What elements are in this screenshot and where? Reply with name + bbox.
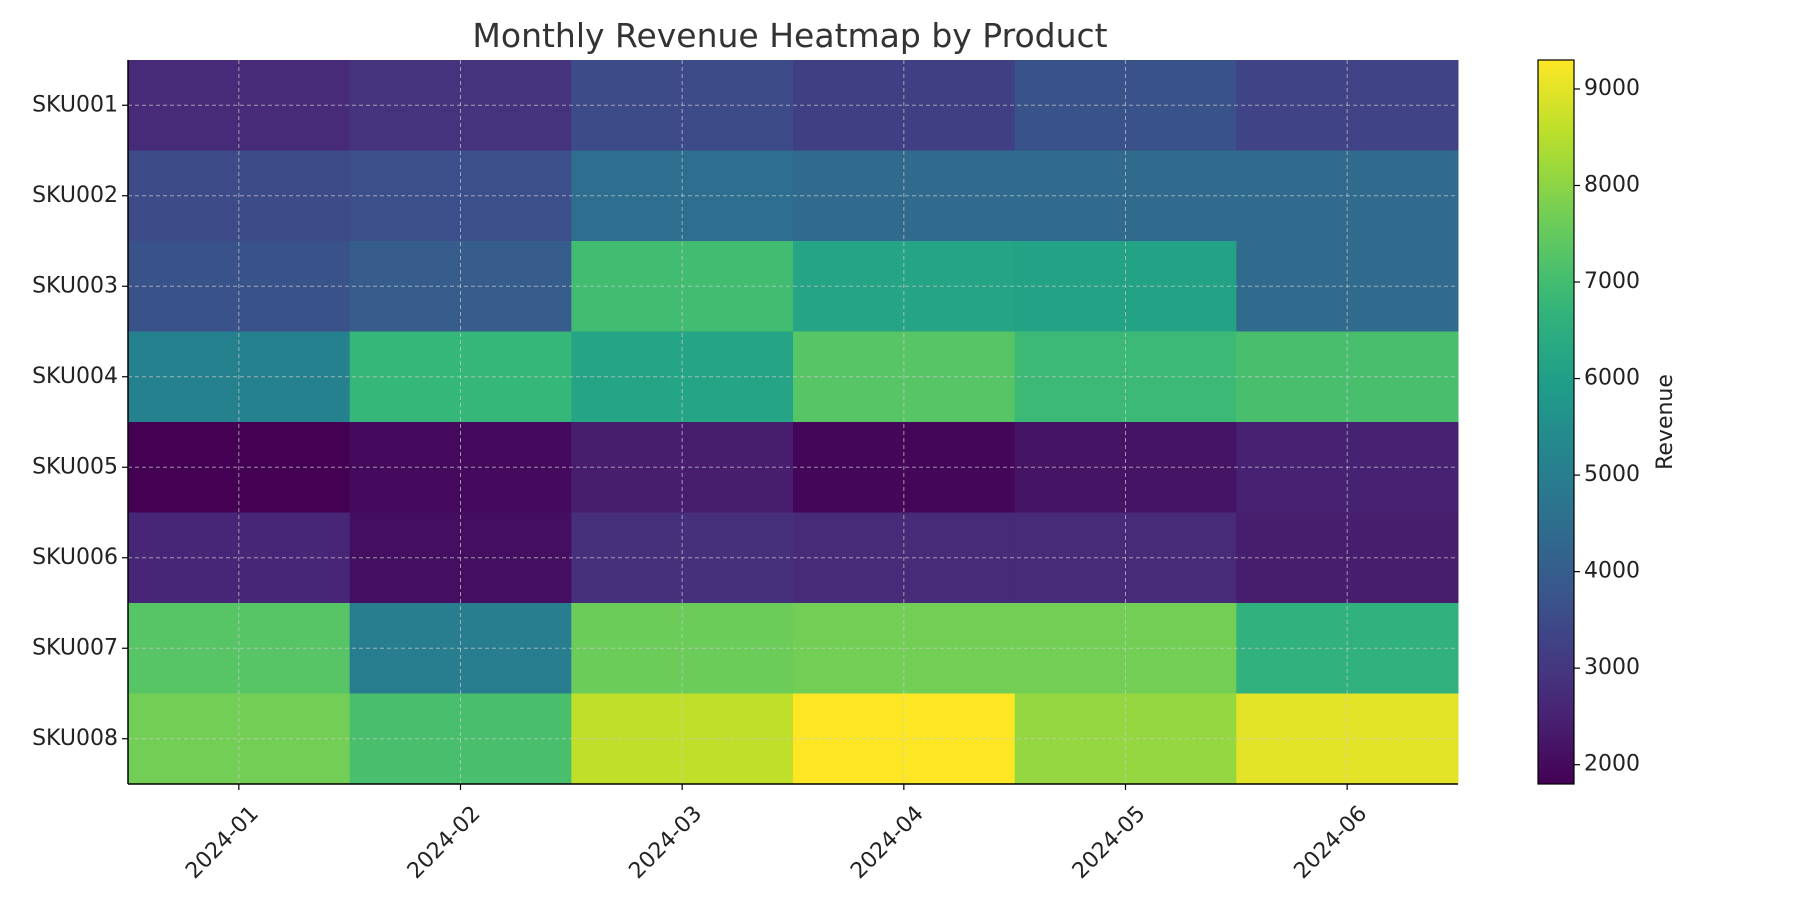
chart-title: Monthly Revenue Heatmap by Product	[472, 16, 1107, 55]
grid-lines	[128, 60, 1458, 784]
y-tick-label: SKU004	[32, 364, 118, 389]
colorbar-tick-label: 3000	[1584, 655, 1640, 680]
y-tick-label: SKU008	[32, 726, 118, 751]
y-axis-ticks: SKU001 SKU002 SKU003 SKU004 SKU005 SKU006 SKU0…	[32, 92, 128, 751]
colorbar-tick-label: 9000	[1584, 76, 1640, 101]
x-axis-ticks: 2024-01 2024-02 2024-03 2024-04 2024-05 2024-…	[181, 784, 1372, 884]
colorbar-tick-label: 4000	[1584, 559, 1640, 584]
y-tick-label: SKU007	[32, 635, 118, 660]
colorbar-tick-label: 8000	[1584, 172, 1640, 197]
x-tick-label: 2024-05	[1068, 801, 1151, 884]
colorbar-tick-label: 6000	[1584, 366, 1640, 391]
y-tick-label: SKU005	[32, 454, 118, 479]
y-tick-label: SKU006	[32, 545, 118, 570]
x-tick-label: 2024-03	[624, 801, 707, 884]
x-tick-label: 2024-02	[403, 801, 486, 884]
y-tick-label: SKU003	[32, 273, 118, 298]
colorbar-tick-label: 5000	[1584, 462, 1640, 487]
y-tick-label: SKU002	[32, 183, 118, 208]
x-tick-label: 2024-06	[1289, 801, 1372, 884]
x-tick-label: 2024-01	[181, 801, 264, 884]
colorbar-gradient	[1537, 59, 1575, 785]
colorbar: 2000 3000 4000 5000 6000 7000 8000 9000 Revenue	[1537, 59, 1678, 785]
colorbar-tick-label: 2000	[1584, 752, 1640, 777]
y-tick-label: SKU001	[32, 92, 118, 117]
x-tick-label: 2024-04	[846, 801, 929, 884]
colorbar-label: Revenue	[1653, 374, 1678, 470]
axes	[127, 60, 1458, 785]
colorbar-tick-label: 7000	[1584, 269, 1640, 294]
heatmap-cells	[128, 60, 1459, 785]
